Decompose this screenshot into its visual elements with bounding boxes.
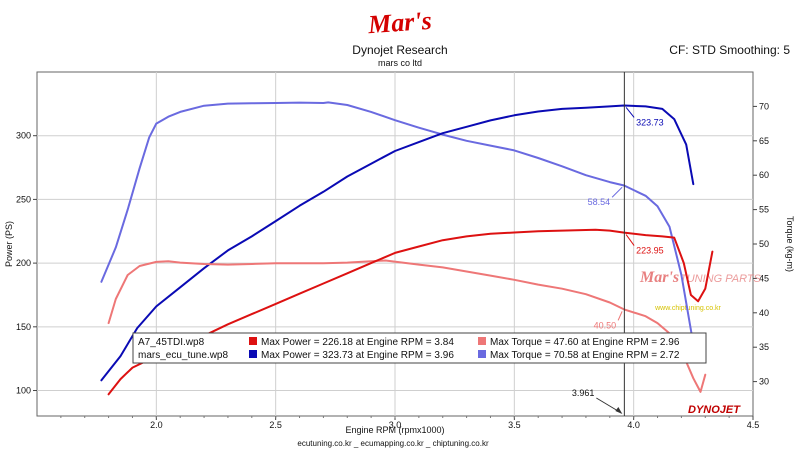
y-right-tick-label: 70 xyxy=(759,101,769,111)
cursor-arrow-head xyxy=(615,407,623,414)
series-stock_power-line xyxy=(107,228,714,396)
y-left-tick-label: 250 xyxy=(16,194,31,204)
legend-swatch-tuned-power xyxy=(249,350,257,358)
y-right-tick-label: 35 xyxy=(759,342,769,352)
legend-swatch-stock-power xyxy=(249,337,257,345)
x-tick-label: 2.5 xyxy=(269,420,282,430)
y-right-tick-label: 30 xyxy=(759,377,769,387)
x-axis-label: Engine RPM (rpmx1000) xyxy=(345,425,444,435)
y-right-tick-label: 60 xyxy=(759,170,769,180)
annotation-stock_power-label: 223.95 xyxy=(636,246,664,256)
x-tick-label: 4.0 xyxy=(627,420,640,430)
legend-stock-max-power: Max Power = 226.18 at Engine RPM = 3.84 xyxy=(261,337,454,348)
y-right-tick-label: 50 xyxy=(759,239,769,249)
y-right-axis-label: Torque (kg-m) xyxy=(785,216,795,272)
x-tick-label: 4.5 xyxy=(747,420,760,430)
annotations: 323.73 58.54 223.95 40.50 xyxy=(588,107,664,330)
y-left-tick-label: 200 xyxy=(16,258,31,268)
chart-title: Dynojet Research xyxy=(352,43,447,57)
y-left-tick-label: 300 xyxy=(16,131,31,141)
annotation-leader xyxy=(625,234,635,246)
series-tuned_power-line xyxy=(100,104,695,382)
series-tuned_torque-line xyxy=(100,101,695,345)
y-right-tick-label: 45 xyxy=(759,273,769,283)
x-tick-label: 3.0 xyxy=(389,420,402,430)
legend-run-stock: A7_45TDI.wp8 xyxy=(138,337,205,348)
y-right-tick-label: 40 xyxy=(759,308,769,318)
legend-swatch-tuned-torque xyxy=(478,350,486,358)
y-left-tick-label: 150 xyxy=(16,322,31,332)
annotation-leader xyxy=(625,107,635,118)
y-right-tick-label: 55 xyxy=(759,205,769,215)
annotation-stock_torque-label: 40.50 xyxy=(594,320,617,330)
dynojet-logo: DYNOJET xyxy=(688,404,741,416)
chart-subtitle: mars co ltd xyxy=(378,58,422,68)
series-stock_torque-line xyxy=(107,259,707,393)
legend-tuned-max-power: Max Power = 323.73 at Engine RPM = 3.96 xyxy=(261,350,454,361)
y-right-tick-label: 65 xyxy=(759,136,769,146)
legend-stock-max-torque: Max Torque = 47.60 at Engine RPM = 2.96 xyxy=(490,337,680,348)
cursor-value-label: 3.961 xyxy=(572,388,595,398)
mars-logo: Mar's xyxy=(366,6,432,39)
annotation-leader xyxy=(611,186,623,198)
legend-tuned-max-torque: Max Torque = 70.58 at Engine RPM = 2.72 xyxy=(490,350,680,361)
watermark-logo: Mar's xyxy=(639,269,679,286)
legend-box: A7_45TDI.wp8 mars_ecu_tune.wp8 Max Power… xyxy=(132,332,707,364)
y-left-tick-label: 100 xyxy=(16,386,31,396)
axes: 2.0 2.5 3.0 3.5 4.0 4.5 100 150 200 250 300 30 35 40 4… xyxy=(16,101,769,430)
legend-swatch-stock-torque xyxy=(478,337,486,345)
x-tick-label: 2.0 xyxy=(150,420,163,430)
y-left-axis-label: Power (PS) xyxy=(4,221,14,267)
annotation-tuned_torque-label: 58.54 xyxy=(588,197,611,207)
watermark-text: TUNING PARTS xyxy=(680,273,762,285)
footer-links: ecutuning.co.kr _ ecumapping.co.kr _ chi… xyxy=(297,439,489,448)
annotation-tuned_power-label: 323.73 xyxy=(636,117,664,127)
legend-run-tuned: mars_ecu_tune.wp8 xyxy=(138,350,228,361)
annotation-leader xyxy=(617,311,623,321)
cf-smoothing-info: CF: STD Smoothing: 5 xyxy=(669,43,790,57)
x-tick-label: 3.5 xyxy=(508,420,521,430)
series-lines xyxy=(100,101,714,396)
